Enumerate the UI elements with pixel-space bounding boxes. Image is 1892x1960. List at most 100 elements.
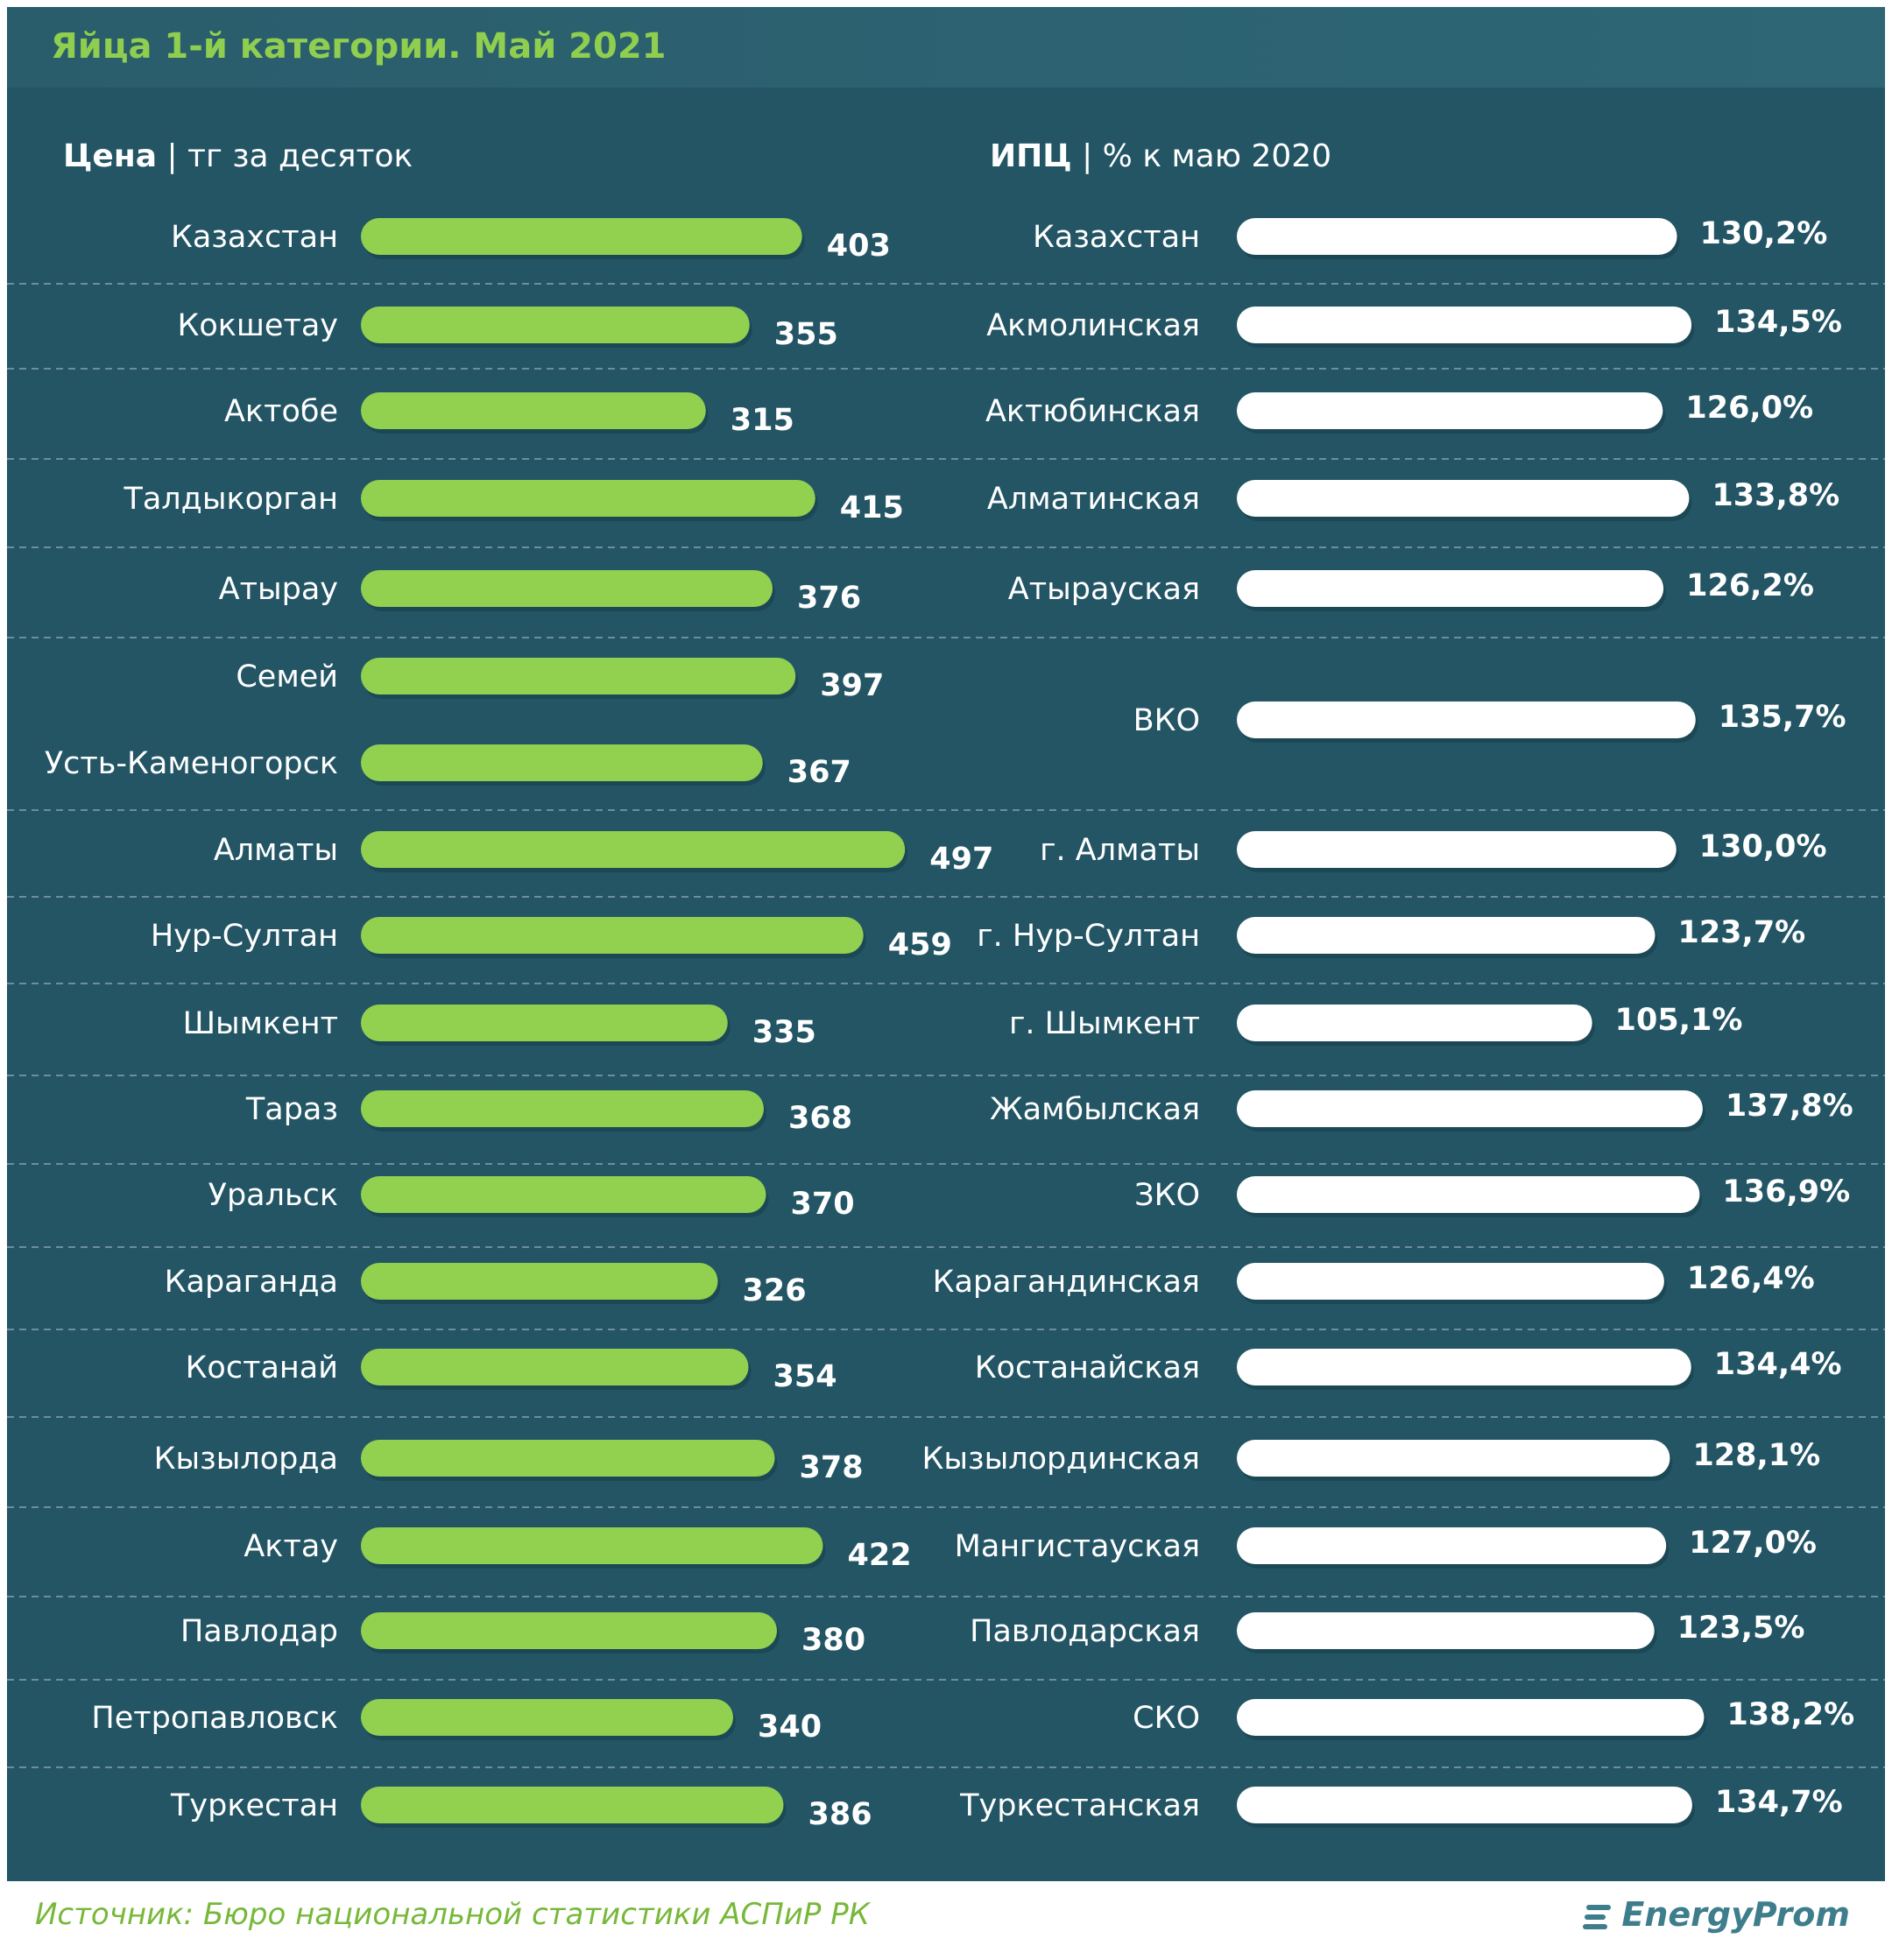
cpi-value-label: 136,9% [1722,1174,1850,1209]
price-category-label: Шымкент [183,1006,338,1041]
price-bar [361,1699,733,1736]
price-bar [361,1527,823,1564]
price-value-label: 422 [848,1538,912,1573]
cpi-bar [1237,702,1696,738]
price-value-label: 354 [773,1359,837,1394]
price-value-label: 497 [929,842,993,877]
cpi-bar [1237,1263,1664,1300]
price-bar [361,570,773,607]
price-category-label: Усть-Каменогорск [45,746,338,781]
price-value-label: 459 [888,927,952,962]
cpi-category-label: г. Алматы [1040,833,1200,868]
cpi-bar [1237,307,1692,343]
price-bar [361,744,763,781]
price-bar [361,307,750,343]
price-value-label: 370 [791,1187,855,1222]
price-bar [361,1005,728,1041]
cpi-category-label: ВКО [1133,703,1200,738]
cpi-category-label: Казахстан [1033,220,1200,255]
price-bar [361,1090,764,1127]
price-value-label: 367 [787,755,851,790]
price-category-label: Тараз [245,1092,338,1127]
cpi-value-label: 128,1% [1692,1438,1820,1473]
price-header-title: Цена [63,138,157,174]
price-category-label: Кызылорда [154,1442,338,1477]
price-value-label: 386 [808,1797,872,1832]
price-category-label: Костанай [186,1350,338,1385]
price-bar [361,1612,777,1649]
price-bar [361,658,796,694]
cpi-value-label: 105,1% [1615,1003,1743,1038]
cpi-category-label: Туркестанская [959,1788,1200,1823]
cpi-category-label: ЗКО [1134,1178,1200,1213]
price-bar [361,1440,775,1477]
cpi-value-label: 138,2% [1726,1697,1854,1732]
cpi-category-label: Атырауская [1008,572,1200,607]
price-value-label: 378 [800,1450,864,1485]
cpi-value-label: 126,2% [1686,568,1814,603]
logo-text: EnergyProm [1621,1895,1850,1934]
cpi-value-label: 134,7% [1715,1785,1843,1820]
price-bar [361,1349,749,1385]
cpi-value-label: 126,4% [1687,1261,1815,1296]
price-header: Цена | тг за десяток [63,138,413,174]
cpi-category-label: Акмолинская [986,308,1200,343]
price-bar [361,917,864,954]
price-category-label: Алматы [214,833,338,868]
price-category-label: Кокшетау [177,308,338,343]
cpi-category-label: г. Шымкент [1009,1006,1200,1041]
cpi-bar [1237,1349,1691,1385]
cpi-value-label: 137,8% [1726,1089,1853,1124]
chart-title: Яйца 1-й категории. Май 2021 [51,26,667,67]
cpi-value-label: 135,7% [1719,700,1846,735]
cpi-value-label: 127,0% [1689,1526,1817,1561]
infographic-panel: Яйца 1-й категории. Май 2021 Цена | тг з… [7,7,1885,1953]
cpi-bar [1237,480,1690,517]
cpi-bar [1237,1527,1667,1564]
price-value-label: 403 [827,229,891,264]
source-note: Источник: Бюро национальной статистики А… [35,1897,870,1932]
cpi-header: ИПЦ | % к маю 2020 [990,138,1331,174]
cpi-value-label: 123,5% [1677,1611,1805,1646]
cpi-category-label: Алматинская [987,482,1200,517]
cpi-value-label: 134,4% [1714,1347,1842,1382]
cpi-bar [1237,917,1656,954]
cpi-bar [1237,1005,1592,1041]
price-value-label: 368 [788,1101,852,1136]
price-value-label: 415 [840,490,904,525]
bar-charts: Казахстан 403 Кокшетау 355 Актобе 315 Талдыкор… [7,216,1885,1832]
cpi-category-label: Павлодарская [970,1614,1200,1649]
cpi-bar [1237,570,1664,607]
price-bar [361,218,802,255]
cpi-value-label: 130,2% [1700,216,1828,251]
price-category-label: Туркестан [170,1788,338,1823]
cpi-bar [1237,1090,1703,1127]
price-category-label: Павлодар [180,1614,338,1649]
cpi-header-unit: | % к маю 2020 [1082,138,1332,174]
price-category-label: Караганда [165,1265,338,1300]
price-category-label: Актобе [224,394,338,429]
price-value-label: 355 [774,317,838,352]
price-value-label: 335 [752,1015,816,1050]
price-category-label: Актау [244,1529,338,1564]
price-category-label: Казахстан [171,220,338,255]
cpi-bar [1237,1612,1655,1649]
price-value-label: 397 [820,668,884,703]
cpi-bar [1237,392,1663,429]
price-value-label: 376 [797,581,861,616]
cpi-category-label: Актюбинская [985,394,1200,429]
price-value-label: 315 [731,403,794,438]
price-value-label: 340 [758,1710,822,1745]
cpi-category-label: Карагандинская [933,1265,1200,1300]
price-category-label: Уральск [208,1178,338,1213]
price-category-label: Атырау [219,572,338,607]
price-bar [361,831,906,868]
cpi-category-label: Кызылординская [922,1442,1200,1477]
price-category-label: Талдыкорган [123,482,338,517]
title-bar: Яйца 1-й категории. Май 2021 [7,7,1885,88]
price-category-label: Петропавловск [91,1701,338,1736]
cpi-bar [1237,831,1677,868]
cpi-value-label: 123,7% [1677,915,1805,950]
cpi-bar [1237,1440,1670,1477]
cpi-value-label: 126,0% [1685,391,1813,426]
